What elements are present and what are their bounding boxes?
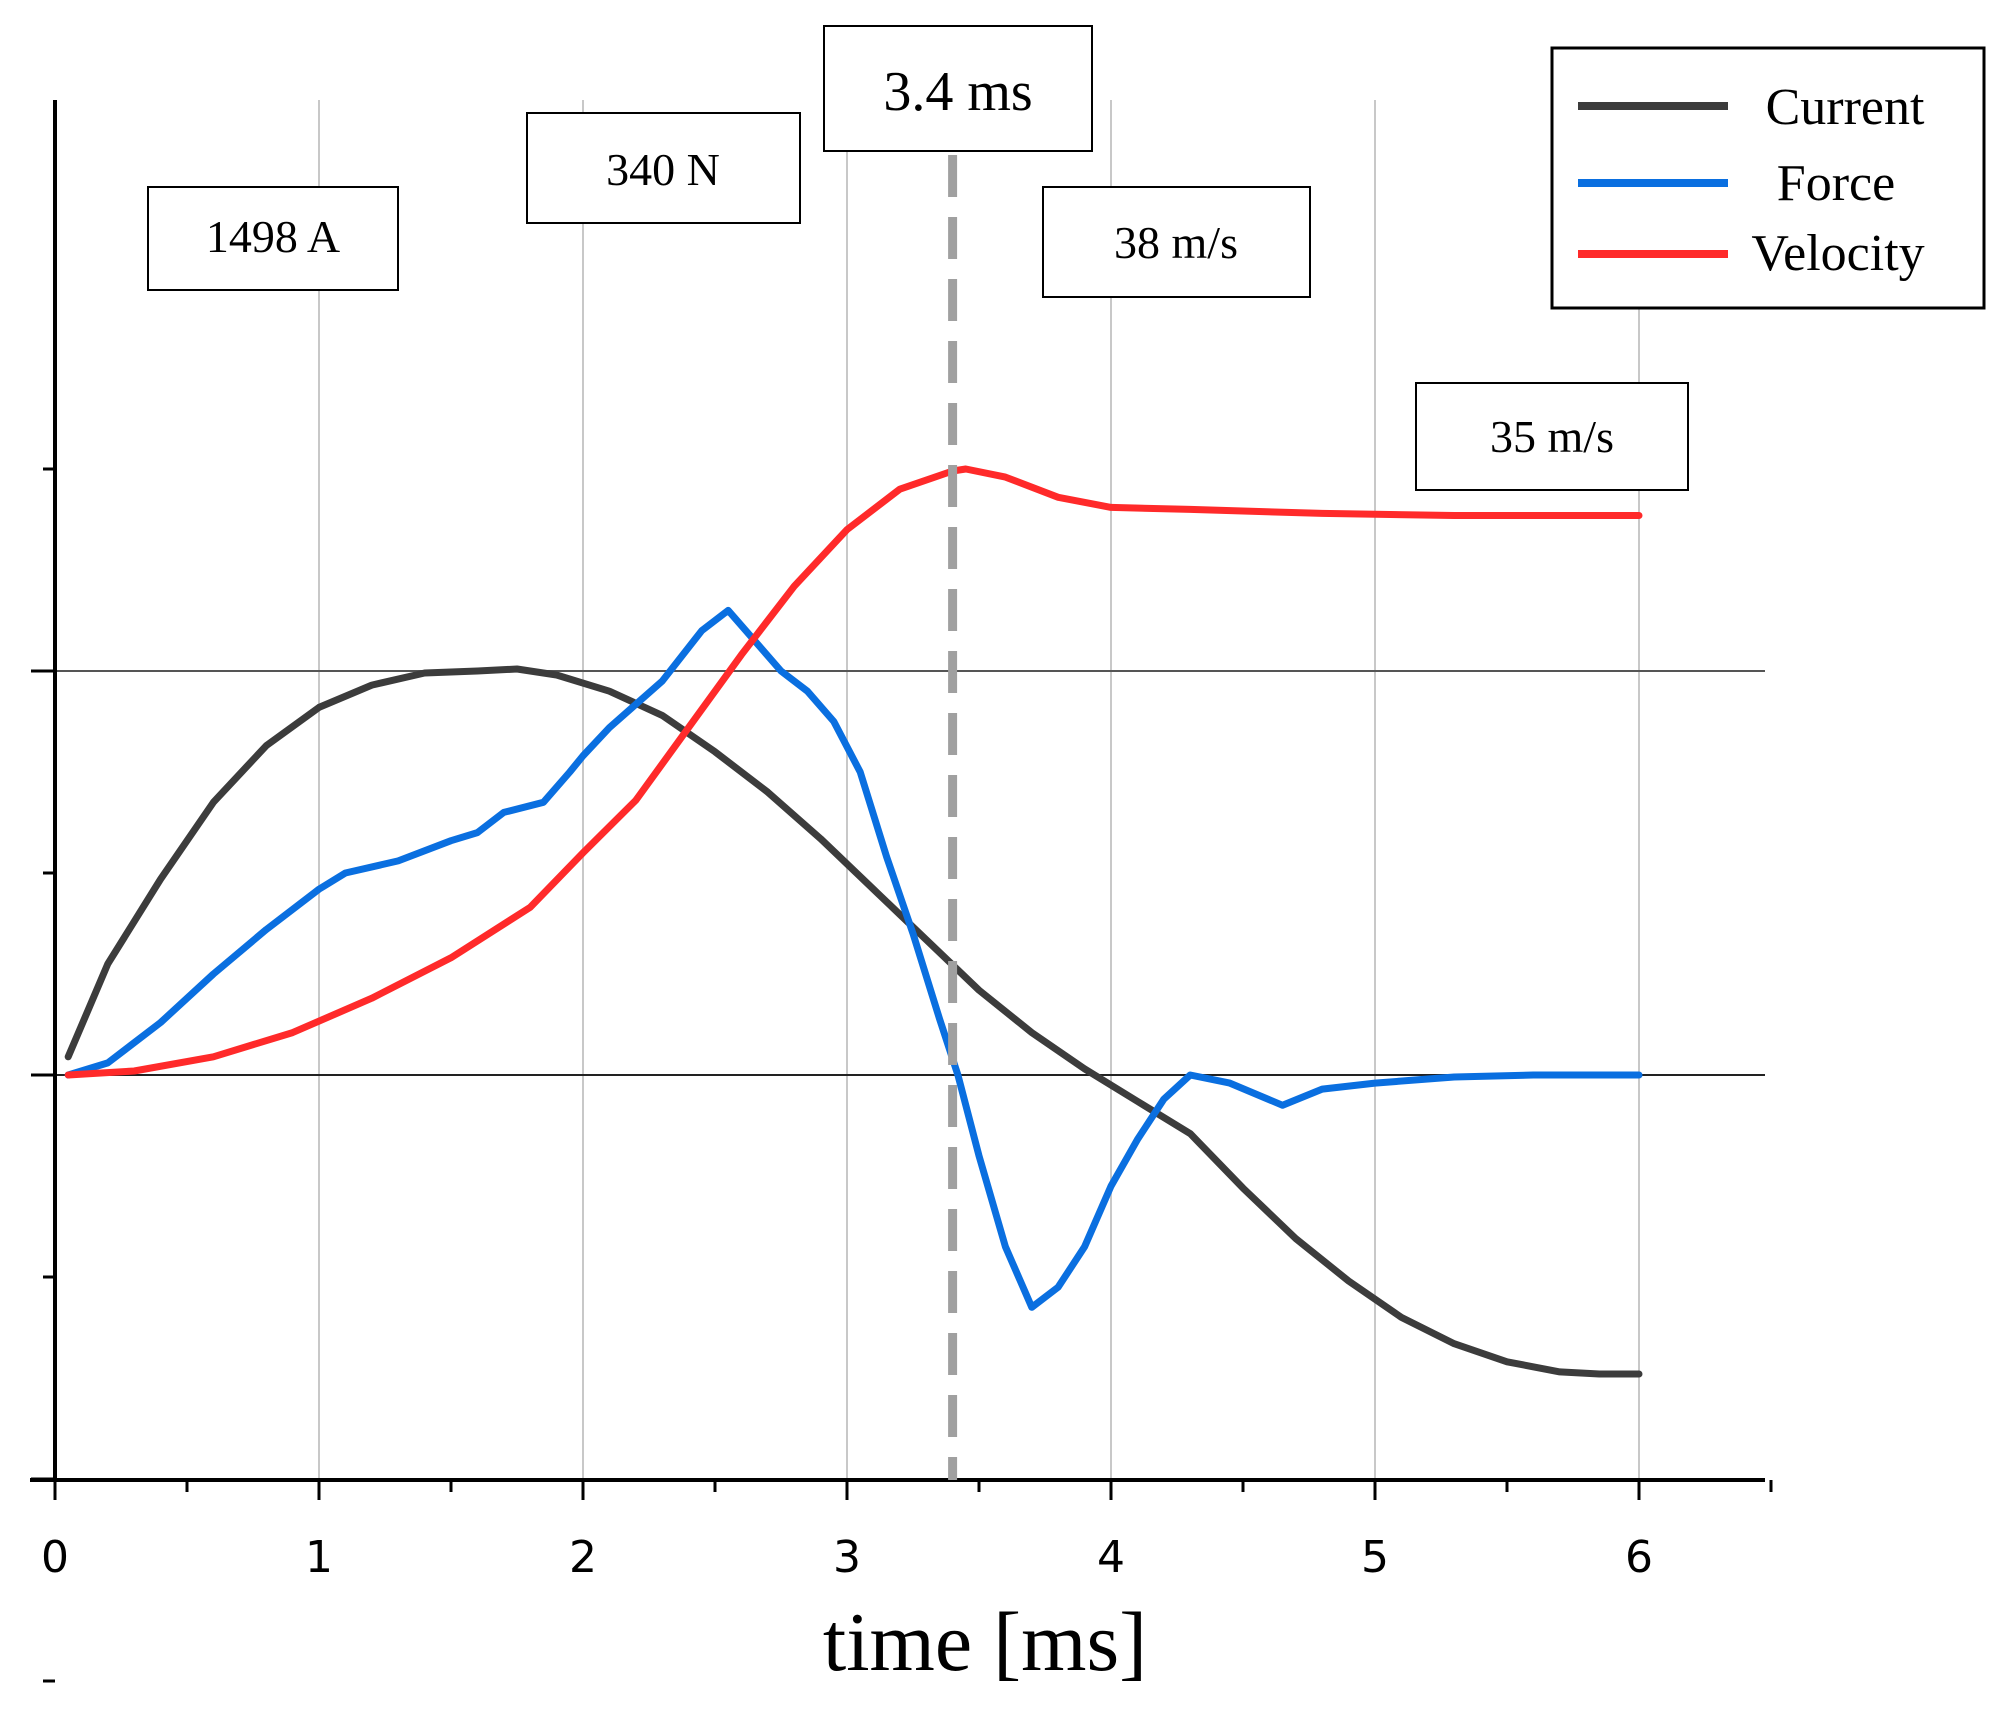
x-tick-label: 4 <box>1097 1532 1125 1583</box>
x-tick-label: 6 <box>1625 1532 1653 1583</box>
legend-label-velocity: Velocity <box>1751 225 1924 282</box>
annotation-velocity-peak-text: 38 m/s <box>1114 217 1238 268</box>
series-line-current <box>64 665 1643 1378</box>
x-tick-label: 2 <box>569 1532 597 1583</box>
annotation-force-peak-text: 340 N <box>606 144 720 195</box>
annotation-velocity-final-text: 35 m/s <box>1490 411 1614 462</box>
x-tick-label: 0 <box>41 1532 69 1583</box>
annotation-velocity-peak: 38 m/s <box>1042 186 1311 298</box>
vertical-gridlines <box>318 100 1640 1480</box>
annotation-time-marker-text: 3.4 ms <box>883 61 1032 123</box>
x-axis-tick-labels: 0 1 2 3 4 5 6 <box>41 1532 1653 1583</box>
x-tick-label: 5 <box>1361 1532 1389 1583</box>
x-axis-title: time [ms] <box>823 1596 1147 1689</box>
annotation-current-peak-text: 1498 A <box>206 211 340 262</box>
annotation-force-peak: 340 N <box>526 112 801 224</box>
series-line-force <box>64 606 1643 1311</box>
legend-label-force: Force <box>1777 155 1895 212</box>
annotation-velocity-final: 35 m/s <box>1415 382 1689 491</box>
x-tick-label: 3 <box>833 1532 861 1583</box>
y-axis-ticks <box>31 467 55 1683</box>
series-layer <box>64 465 1643 1378</box>
x-tick-label: 1 <box>305 1532 333 1583</box>
legend-label-current: Current <box>1766 79 1925 136</box>
legend: Current Force Velocity <box>1550 46 1986 310</box>
x-axis-ticks <box>53 1480 1773 1500</box>
series-line-velocity <box>64 465 1643 1079</box>
annotation-current-peak: 1498 A <box>147 186 399 291</box>
annotation-time-marker: 3.4 ms <box>823 25 1093 152</box>
